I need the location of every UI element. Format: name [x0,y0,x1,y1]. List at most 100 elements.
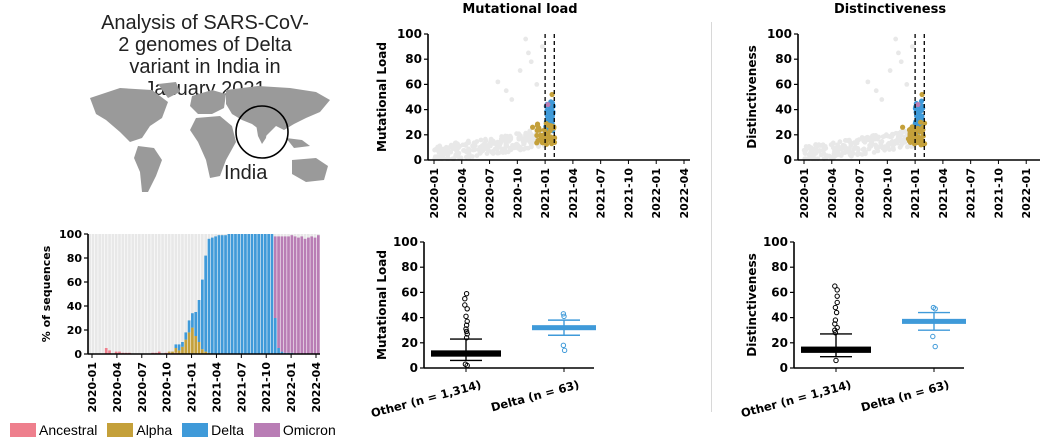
background-bar [177,234,181,354]
y-axis-label: Mutational Load [375,42,389,152]
point-other [873,88,879,94]
point-alpha [915,134,922,140]
point-other [516,131,522,137]
point-alpha [549,91,555,98]
point-alpha [540,139,546,146]
x-tick-label: 2020-10 [881,168,894,219]
box-body [801,346,871,353]
legend-label: Omicron [282,422,336,438]
point-other [528,59,534,65]
bar-delta [197,300,201,342]
x-tick-label: 2020-10 [161,362,174,413]
bar-omicron [273,236,277,318]
box-outlier [560,342,567,349]
point-alpha [534,132,540,139]
bar-omicron [313,237,317,354]
point-other [909,44,915,49]
point-other [842,150,848,155]
world-map [90,82,330,192]
bar-omicron [303,238,307,354]
x-tick-label: 2020-01 [798,168,811,219]
point-other [871,150,877,155]
background-bar [147,234,151,354]
bar-omicron [300,236,304,354]
x-tick-label: 2021-07 [965,168,978,219]
point-other [859,135,865,140]
y-axis-label: Mutational Load [375,250,389,360]
bar-delta [237,234,241,354]
y-tick-label: 60 [401,285,418,299]
y-tick-label: 0 [414,153,422,167]
x-category-label: Other (n = 1,314) [370,377,483,420]
point-other [834,152,840,158]
box-outlier [834,324,840,331]
x-tick-label: 2021-10 [260,362,273,413]
bar-alpha [171,351,174,354]
x-tick-label: 2021-01 [909,168,922,219]
y-tick-label: 60 [771,285,788,299]
box-body [532,325,596,331]
background-bar [94,234,98,354]
y-tick-label: 100 [767,27,792,41]
box-outlier [832,330,839,336]
point-other [478,137,484,143]
y-tick-label: 100 [763,235,788,249]
box-outlier [464,331,470,337]
point-other [470,143,475,149]
bar-alpha [204,351,208,354]
box-outlier [463,328,470,335]
x-tick-label: 2021-04 [937,168,950,219]
box-outlier [464,306,470,312]
y-tick-label: 60 [775,77,792,91]
bar-delta [247,234,251,354]
x-tick-label: 2020-04 [111,362,124,413]
background-bar [118,234,121,354]
variant-bar-chart: 0 20 40 60 80 100 % of sequences 2020-01 2020-04… [40,228,323,413]
x-category-label: Other (n = 1,314) [740,377,853,420]
point-other [814,147,820,153]
bar-delta [220,235,224,354]
bar-delta [184,332,188,340]
point-other [508,147,514,153]
point-other [502,133,508,139]
point-other [483,136,488,142]
point-other [844,138,850,143]
y-tick-label: 0 [410,361,418,375]
bar-delta [191,313,194,328]
point-other [534,82,540,87]
point-other [434,154,439,160]
point-other [806,152,812,158]
y-tick-label: 100 [397,27,422,41]
point-other [902,139,908,145]
point-other [866,146,872,152]
point-alpha [917,119,924,125]
point-other [477,144,483,150]
box-outlier [463,326,469,332]
bar-delta [273,318,277,354]
y-tick-label: 20 [775,128,792,142]
x-tick-label: 2021-01 [539,168,552,219]
legend-swatch-omicron [253,423,280,437]
bar-ancestral [118,351,121,354]
bar-alpha [181,346,184,354]
box-outlier [462,361,469,367]
point-other [509,97,515,102]
background-bar [161,234,164,354]
point-other [527,128,533,134]
bar-ancestral [114,351,118,354]
x-tick-label: 2020-10 [511,168,524,219]
background-bar [101,234,105,354]
box-outlier [930,333,936,340]
background-bar [131,234,135,354]
legend-swatch-ancestral [10,423,36,437]
y-tick-label: 40 [401,311,418,325]
background-bar [154,234,158,354]
box-outlier [833,309,840,316]
point-other [528,142,534,148]
background-bar [114,234,118,354]
point-other [870,133,875,139]
box-outlier [463,335,470,341]
point-other [878,140,884,145]
point-other [523,130,529,136]
point-other [828,142,834,148]
